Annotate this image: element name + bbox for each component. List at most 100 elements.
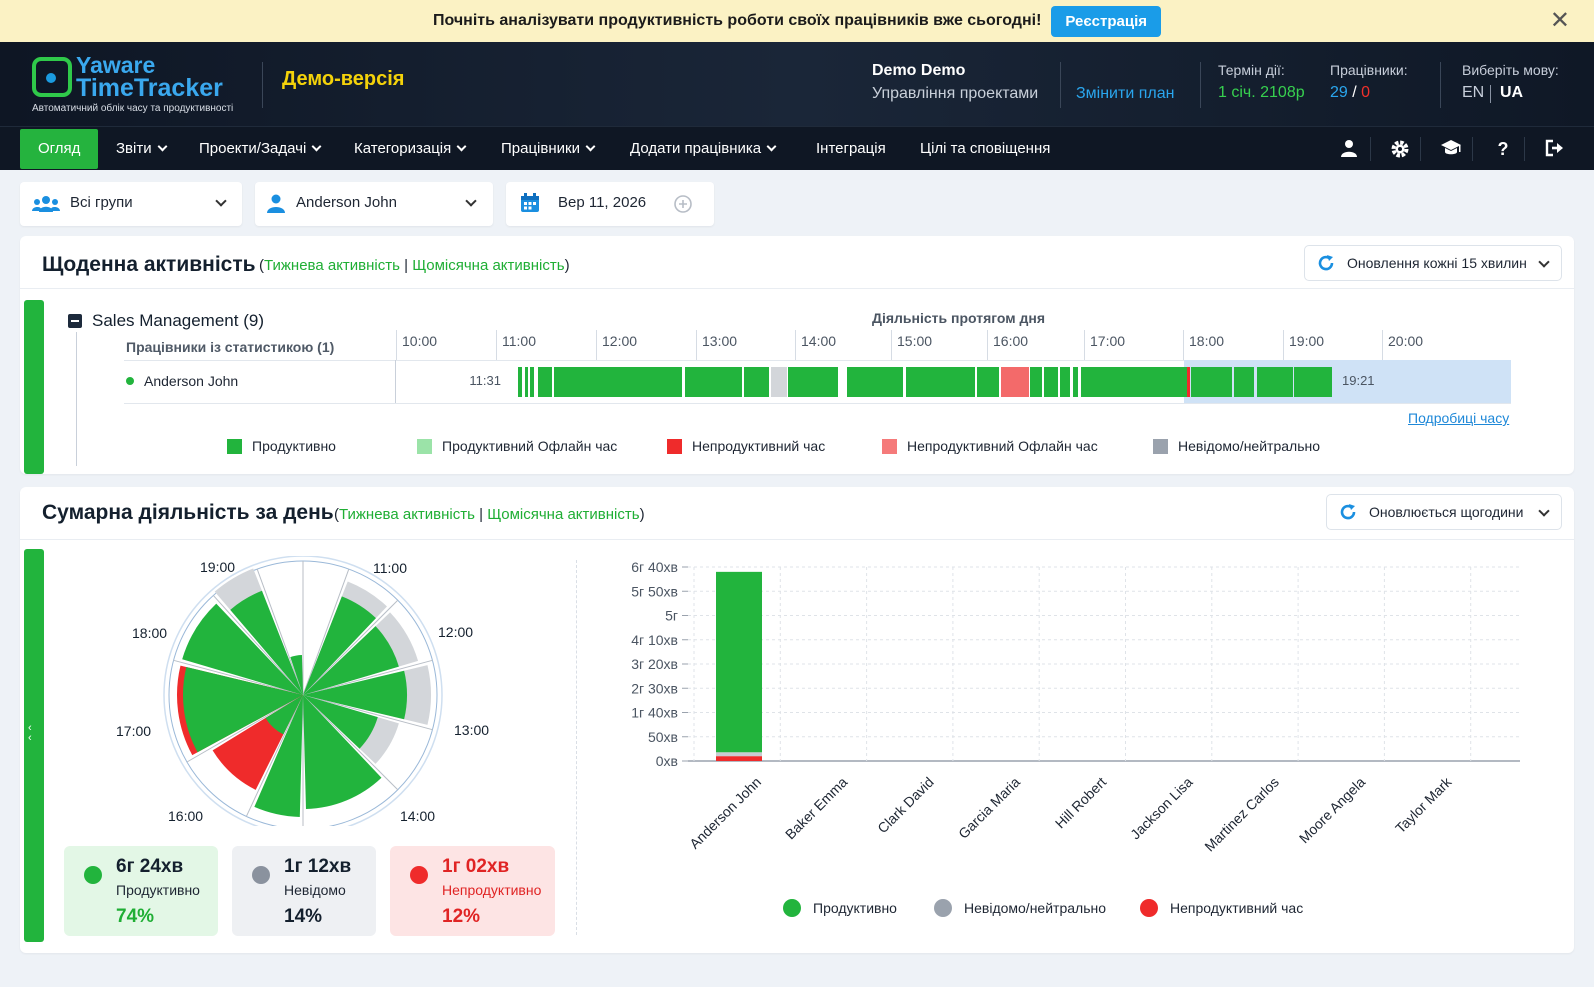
radial-spoke — [245, 694, 304, 817]
timeline-hour-label: 12:00 — [596, 330, 637, 360]
timeline-activity-segment[interactable] — [1030, 367, 1042, 397]
summary-refresh-label: Оновлюється щогодини — [1369, 504, 1524, 520]
nav-add-employee[interactable]: Додати працівника — [630, 127, 777, 171]
radial-productive-sector[interactable] — [303, 670, 407, 720]
timeline-activity-segment[interactable] — [1191, 367, 1232, 397]
timeline-activity-segment[interactable] — [1081, 367, 1187, 397]
collapse-icon[interactable] — [68, 314, 82, 328]
radial-productive-sector[interactable] — [303, 695, 378, 749]
timeline-activity-segment[interactable] — [1294, 367, 1332, 397]
employees-bar-chart[interactable]: 0хв 50хв 1г 40хв 2г 30хв 3г 20хв 4г 10хв 5г 5г … — [600, 552, 1540, 872]
timeline-activity-segment[interactable] — [538, 367, 552, 397]
logout-icon[interactable] — [1544, 139, 1566, 159]
timeline-activity-segment[interactable] — [530, 367, 534, 397]
timeline-activity-segment[interactable] — [685, 367, 742, 397]
productive-card[interactable]: 6г 24хв Продуктивно 74% — [64, 846, 218, 936]
bar-segment[interactable] — [716, 756, 762, 761]
nav-overview[interactable]: Огляд — [20, 129, 99, 169]
timeline-activity-segment[interactable] — [771, 367, 787, 397]
radial-productive-sector[interactable] — [303, 626, 399, 695]
refresh-icon — [1340, 504, 1356, 520]
timeline-hour-label: 11:00 — [496, 330, 536, 360]
logo[interactable]: Yaware TimeTracker Автоматичний облік ча… — [30, 53, 250, 115]
monthly-activity-link[interactable]: Щомісячна активність — [487, 506, 640, 523]
employees-blocked[interactable]: 0 — [1361, 84, 1371, 101]
unproductive-card[interactable]: 1г 02хв Непродуктивно 12% — [390, 846, 555, 936]
user-icon[interactable] — [1338, 139, 1360, 159]
group-toggle[interactable]: Sales Management (9) — [68, 311, 264, 331]
group-select[interactable]: Всі групи — [20, 182, 242, 226]
legend-productive: Продуктивно — [227, 438, 336, 454]
help-icon[interactable]: ? — [1497, 139, 1509, 159]
radial-spoke — [256, 568, 304, 696]
radial-productive-sector[interactable] — [230, 590, 303, 695]
timeline-activity-segment[interactable] — [847, 367, 903, 397]
timeline-activity-segment[interactable] — [1187, 367, 1190, 397]
timeline-activity-segment[interactable] — [744, 367, 769, 397]
timeline-activity-segment[interactable] — [1060, 367, 1070, 397]
bar-segment[interactable] — [716, 752, 762, 757]
time-details-link[interactable]: Подробиці часу — [1408, 410, 1510, 426]
timeline-activity-segment[interactable] — [977, 367, 999, 397]
bar-segment[interactable] — [716, 571, 762, 753]
radial-productive-sector[interactable] — [303, 695, 382, 809]
nav-employees[interactable]: Працівники — [501, 127, 596, 171]
x-category-label: Hill Robert — [1052, 774, 1110, 832]
legend-productive-offline: Продуктивний Офлайн час — [417, 438, 617, 454]
employee-select[interactable]: Anderson John — [255, 182, 493, 226]
timeline-activity-segment[interactable] — [518, 367, 522, 397]
radial-productive-sector[interactable] — [290, 655, 303, 695]
timeline-activity-segment[interactable] — [1044, 367, 1058, 397]
change-plan-link[interactable]: Змінити план — [1076, 85, 1175, 102]
timeline-activity-segment[interactable] — [1234, 367, 1254, 397]
nav-categorization[interactable]: Категоризація — [354, 127, 467, 171]
close-icon[interactable]: ✕ — [1549, 7, 1570, 34]
row-divider — [124, 360, 1511, 361]
nav-reports[interactable]: Звіти — [116, 127, 168, 171]
timeline-employee[interactable]: Anderson John — [126, 373, 238, 389]
timeline-activity-segment[interactable] — [525, 367, 528, 397]
header-divider — [262, 62, 263, 108]
timeline-activity-segment[interactable] — [1001, 367, 1029, 397]
expand-arrows-icon[interactable]: ‹ ‹ — [28, 722, 32, 744]
legend-swatch — [417, 438, 432, 454]
nav-projects[interactable]: Проекти/Задачі — [199, 127, 322, 171]
radial-label-11: 11:00 — [373, 560, 407, 576]
daily-refresh-label: Оновлення кожні 15 хвилин — [1347, 255, 1527, 271]
weekly-activity-link[interactable]: Тижнева активність — [264, 257, 400, 274]
monthly-activity-link[interactable]: Щомісячна активність — [412, 257, 565, 274]
nav-integration[interactable]: Інтеграція — [816, 127, 886, 171]
plus-circle-icon[interactable] — [674, 195, 692, 213]
lang-ua[interactable]: UA — [1500, 84, 1524, 101]
radial-productive-sector[interactable] — [265, 695, 303, 735]
weekly-activity-link[interactable]: Тижнева активність — [339, 506, 475, 523]
x-category-label: Moore Angela — [1296, 774, 1369, 847]
radial-productive-sector[interactable] — [182, 603, 303, 695]
date-picker[interactable]: Вер 11, 2026 — [506, 182, 714, 226]
radial-spoke — [212, 595, 304, 696]
radial-productive-sector[interactable] — [183, 666, 303, 753]
lang-en[interactable]: EN — [1462, 84, 1485, 101]
timeline-hour-label: 15:00 — [891, 330, 932, 360]
summary-refresh-select[interactable]: Оновлюється щогодини — [1326, 494, 1562, 530]
nav-goals[interactable]: Цілі та сповіщення — [920, 127, 1050, 171]
radial-productive-sector[interactable] — [254, 695, 303, 817]
activity-timeline[interactable]: 11:31 19:21 — [396, 360, 1511, 404]
register-button[interactable]: Реєстрація — [1051, 5, 1161, 37]
productive-label: Продуктивно — [116, 882, 200, 898]
timeline-activity-segment[interactable] — [788, 367, 838, 397]
gear-icon[interactable] — [1389, 139, 1411, 159]
header-divider — [1060, 62, 1061, 108]
timeline-activity-segment[interactable] — [1073, 367, 1078, 397]
radial-spoke — [302, 694, 433, 731]
graduation-cap-icon[interactable] — [1440, 139, 1462, 159]
timeline-activity-segment[interactable] — [1257, 367, 1293, 397]
daily-refresh-select[interactable]: Оновлення кожні 15 хвилин — [1304, 245, 1562, 281]
neutral-card[interactable]: 1г 12хв Невідомо 14% — [232, 846, 376, 936]
employees-active[interactable]: 29 — [1330, 84, 1348, 101]
timeline-activity-segment[interactable] — [554, 367, 682, 397]
timeline-activity-segment[interactable] — [906, 367, 975, 397]
radial-activity-chart[interactable] — [150, 556, 460, 826]
language-label: Виберіть мову: — [1462, 62, 1559, 78]
radial-productive-sector[interactable] — [303, 596, 376, 695]
